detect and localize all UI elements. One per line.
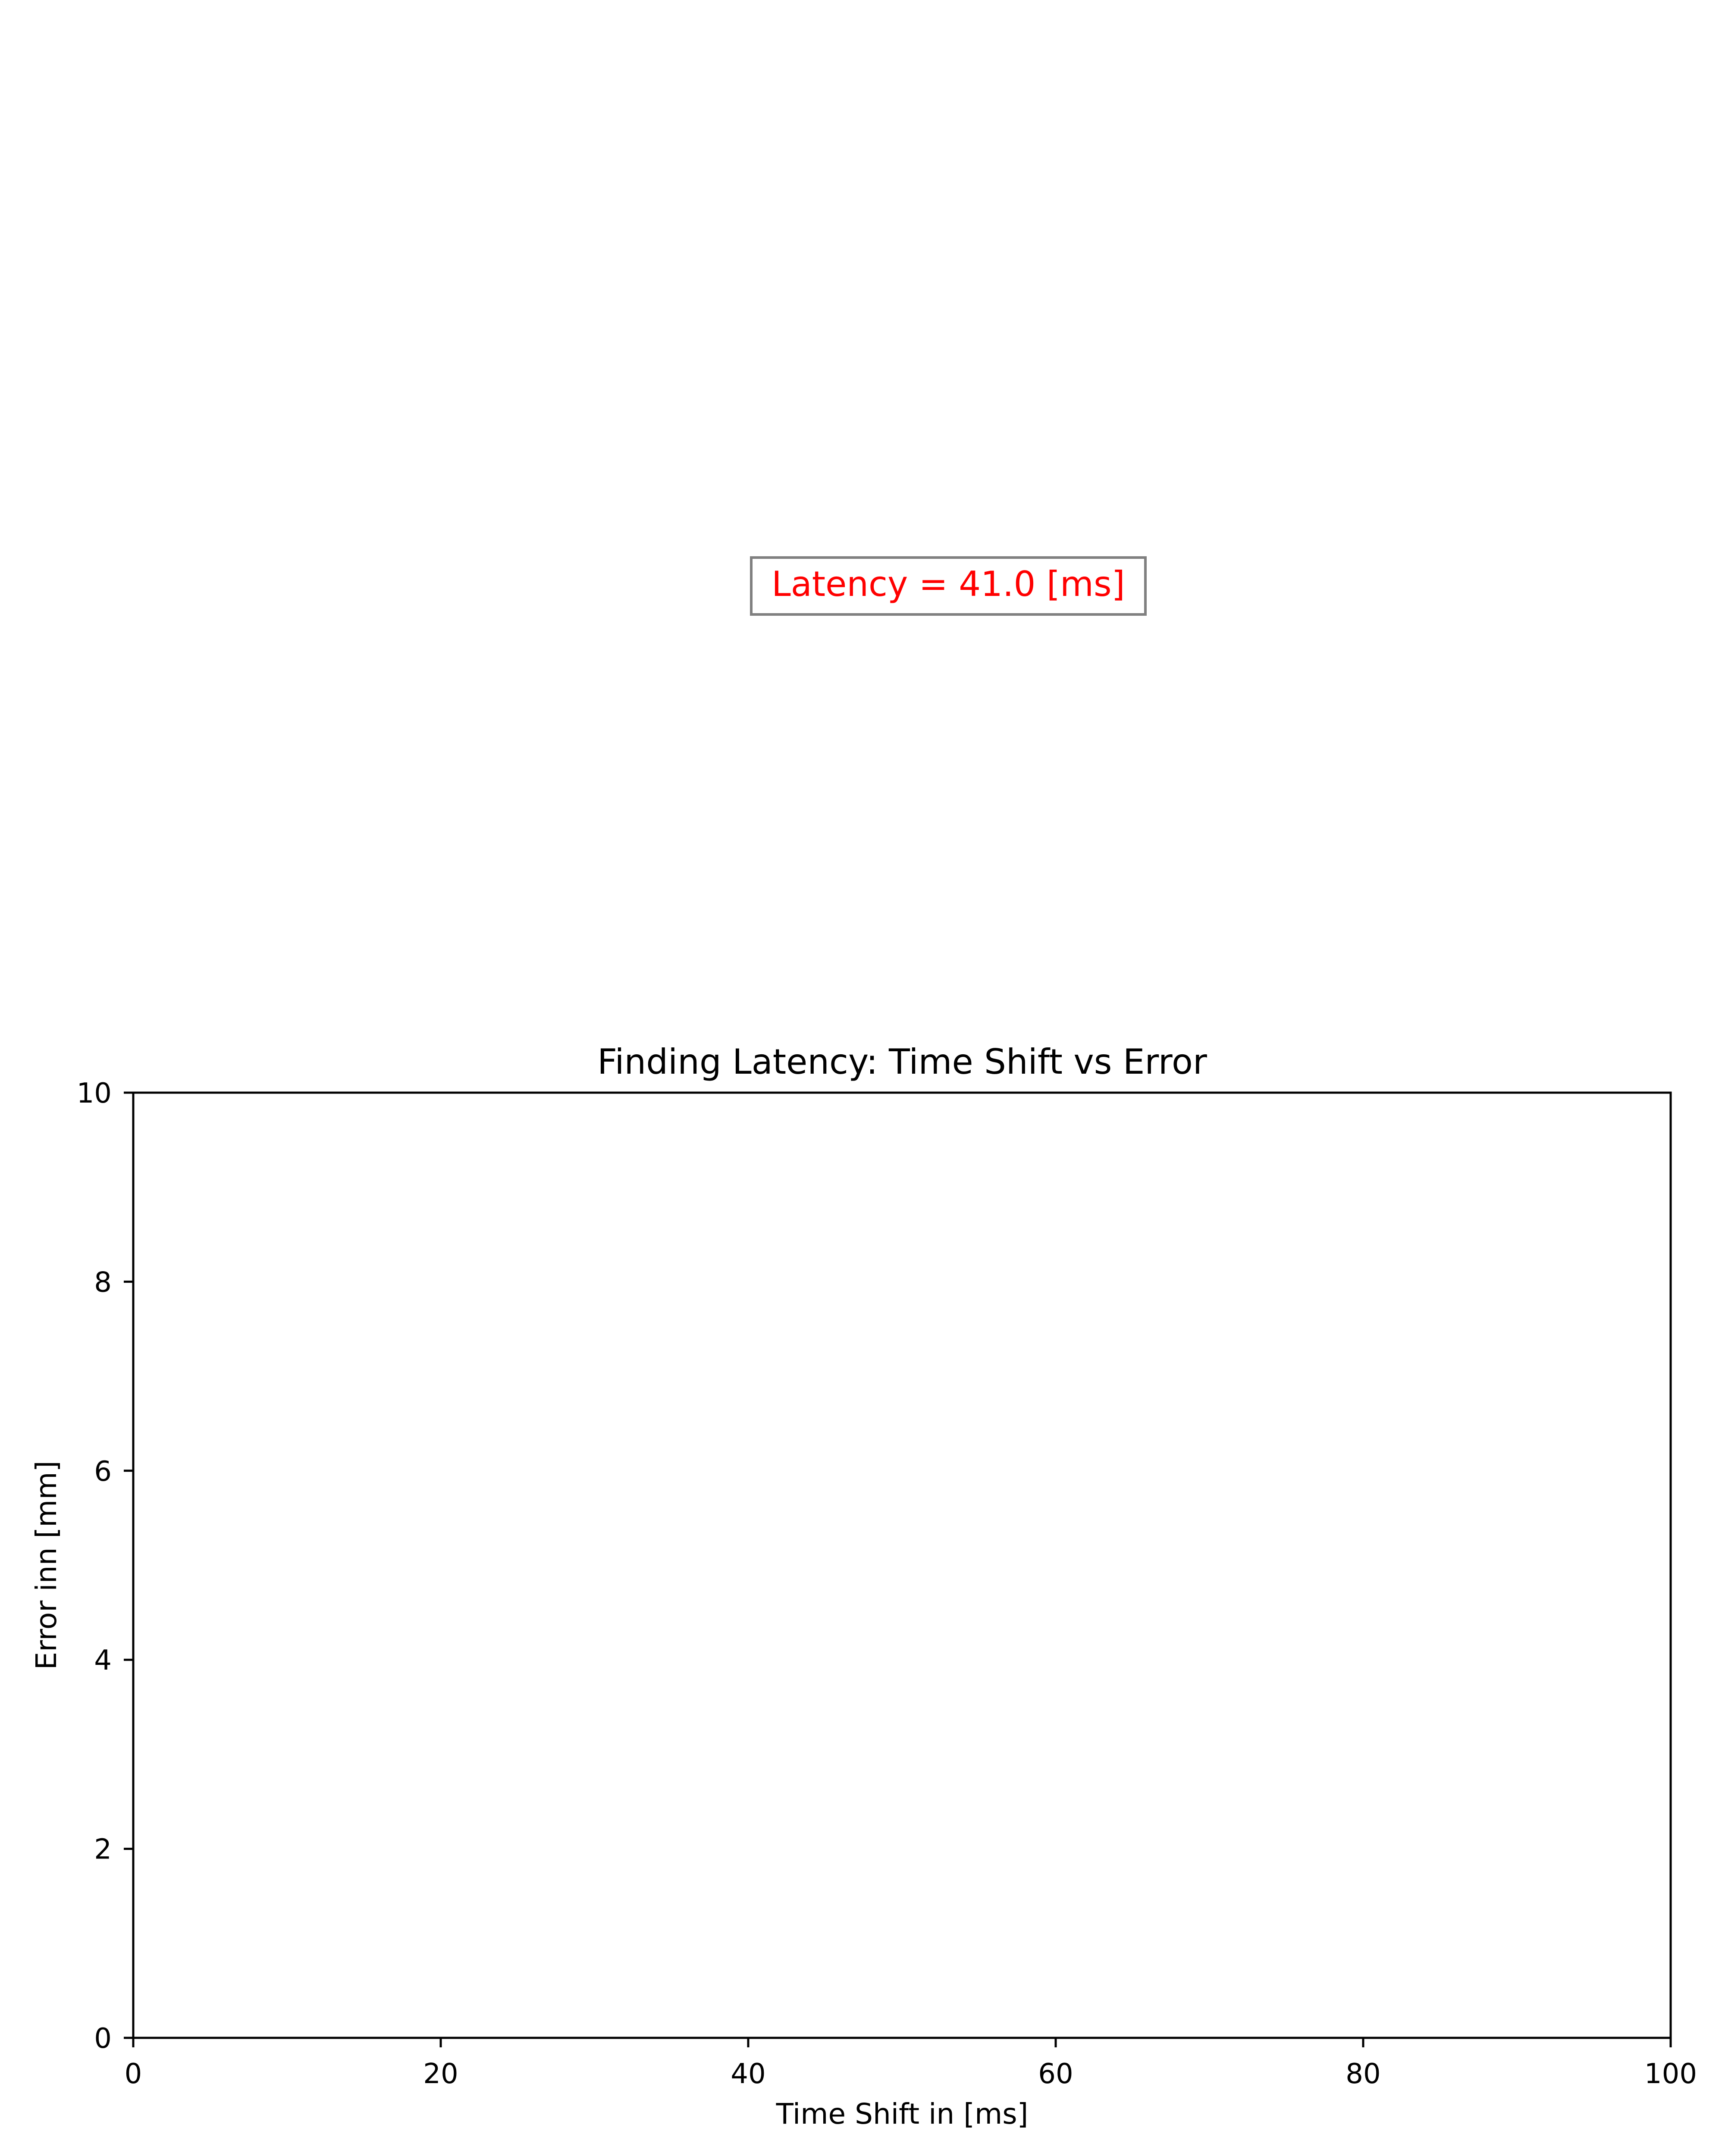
y-tick-label: 10 [77,1078,112,1109]
x-tick-label: 80 [1346,2058,1380,2090]
x-axis-label: Time Shift in [ms] [776,2097,1029,2131]
x-tick-label: 0 [125,2058,142,2090]
chart-title: Finding Latency: Time Shift vs Error [597,1042,1207,1082]
latency-annotation-box [750,556,1147,616]
latency-annotation: Latency = 41.0 [ms] [750,556,1147,616]
y-axis-label: Error inn [mm] [30,1461,63,1670]
y-tick-label: 4 [94,1645,112,1677]
y-axis-ticks: 0 2 4 6 8 10 [77,1078,133,2055]
y-tick-label: 8 [94,1266,112,1298]
plot-area [132,1091,1672,2039]
x-tick-label: 40 [731,2058,765,2090]
y-tick-label: 2 [94,1834,112,1866]
latency-annotation-text: Latency = 41.0 [ms] [772,564,1125,604]
y-tick-label: 6 [94,1456,112,1488]
x-axis-ticks: 0 20 40 60 80 100 [125,2038,1697,2090]
x-tick-label: 100 [1644,2058,1697,2090]
x-tick-label: 60 [1038,2058,1073,2090]
x-tick-label: 20 [423,2058,458,2090]
y-tick-label: 0 [94,2023,112,2055]
